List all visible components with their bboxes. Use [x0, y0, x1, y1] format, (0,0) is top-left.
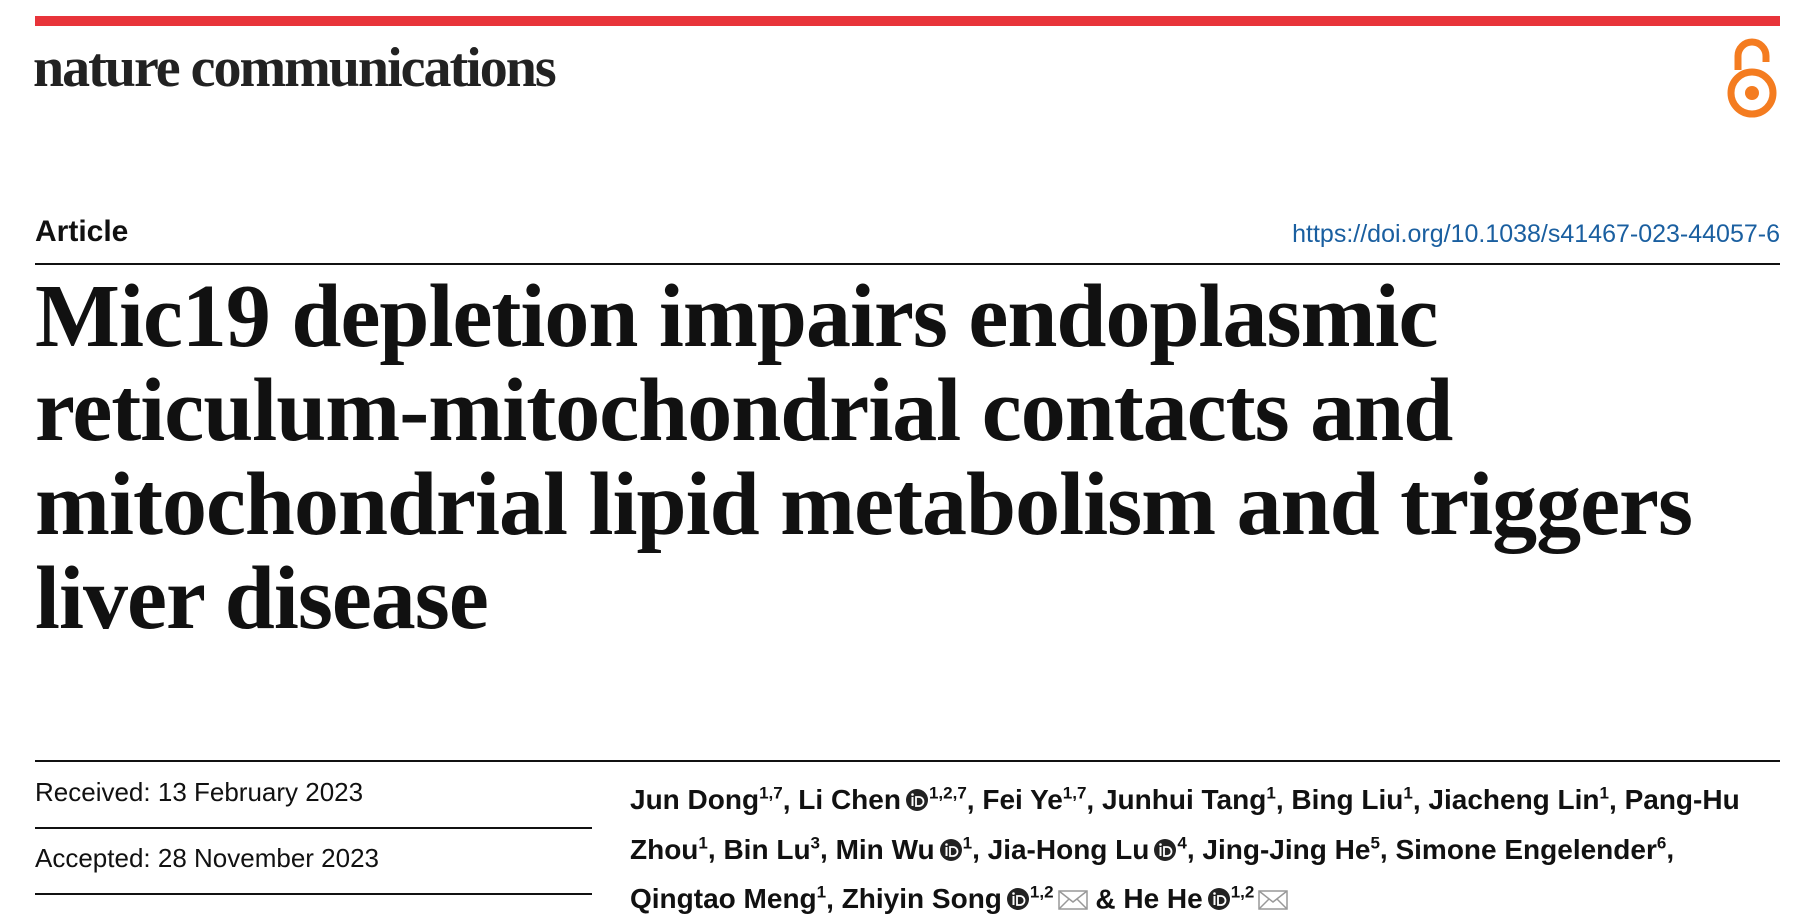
separator: , — [1666, 833, 1675, 865]
open-access-icon — [1727, 38, 1777, 118]
affiliation: 1,2 — [1029, 882, 1054, 902]
affiliation: 4 — [1177, 833, 1187, 853]
author-name: Bin Lu — [723, 833, 811, 865]
author: Jing-Jing He5 — [1202, 833, 1380, 865]
affiliation: 1 — [1266, 784, 1276, 803]
divider — [35, 893, 592, 895]
divider — [35, 263, 1780, 265]
date-label: Accepted: — [35, 843, 151, 873]
affiliation: 1,2 — [1230, 882, 1255, 902]
author: Junhui Tang1 — [1102, 784, 1276, 815]
separator: , — [1379, 833, 1388, 865]
author: Jun Dong1,7 — [630, 784, 783, 815]
affiliation: 1 — [816, 882, 827, 902]
doi-link[interactable]: https://doi.org/10.1038/s41467-023-44057… — [1292, 220, 1780, 248]
separator: , — [966, 784, 975, 816]
affiliation: 1 — [1403, 784, 1413, 803]
author-name: Jiacheng Lin — [1428, 784, 1600, 816]
date-value: 28 November 2023 — [157, 843, 380, 873]
author-name: Jia-Hong Lu — [987, 833, 1150, 865]
author-name: Jing-Jing He — [1202, 833, 1371, 865]
author: Jiacheng Lin1 — [1428, 784, 1609, 815]
orcid-icon — [1154, 838, 1177, 861]
affiliation: 1 — [962, 833, 973, 853]
author: Min Wu 1 — [835, 833, 973, 865]
separator: , — [1412, 784, 1421, 816]
author-name: Junhui Tang — [1101, 784, 1267, 816]
separator: , — [1086, 784, 1095, 816]
journal-name: nature communications — [33, 37, 557, 99]
author-name: Jun Dong — [630, 784, 760, 816]
author-name: Min Wu — [835, 833, 935, 865]
affiliation: 5 — [1370, 833, 1380, 853]
separator: , — [1275, 784, 1284, 816]
red-bar — [35, 16, 1780, 26]
separator: , — [820, 833, 828, 865]
author-name: Li Chen — [798, 784, 901, 816]
affiliation: 3 — [810, 833, 821, 853]
author: Bin Lu3 — [723, 833, 821, 865]
author-name: Simone Engelender — [1395, 833, 1657, 865]
email-icon[interactable] — [1057, 889, 1088, 911]
author: Qingtao Meng1 — [630, 883, 826, 914]
author-name: Zhiyin Song — [841, 882, 1002, 914]
article-type: Article — [35, 215, 129, 248]
affiliation: 1,7 — [1062, 784, 1087, 803]
author: Simone Engelender6 — [1395, 833, 1667, 865]
author: Jia-Hong Lu 4 — [987, 833, 1187, 865]
author: Bing Liu1 — [1291, 784, 1412, 815]
divider — [35, 760, 1780, 762]
conjunction: & — [1095, 882, 1116, 914]
separator: , — [1186, 833, 1195, 865]
orcid-icon — [1006, 887, 1029, 910]
author: Li Chen 1,2,7 — [798, 784, 966, 815]
affiliation: 1 — [698, 833, 708, 853]
affiliation: 1 — [1599, 784, 1610, 803]
author-name: Bing Liu — [1291, 784, 1404, 816]
orcid-icon — [939, 838, 962, 861]
divider — [35, 827, 592, 829]
affiliation: 1,2,7 — [928, 784, 967, 803]
orcid-icon — [905, 789, 928, 812]
author: Pang-Hu Zhou1 — [630, 784, 1740, 864]
separator: , — [707, 833, 716, 865]
date-row: Received: 13 February 2023 — [35, 777, 363, 808]
author-list: Jun Dong1,7, Li Chen 1,2,7, Fei Ye1,7, Ju… — [630, 772, 1740, 920]
date-row: Accepted: 28 November 2023 — [35, 843, 379, 874]
separator: , — [972, 833, 980, 865]
author: Zhiyin Song 1,2 — [842, 883, 1088, 914]
author-name: Fei Ye — [982, 784, 1063, 816]
separator: , — [782, 784, 791, 816]
author-name: Pang-Hu Zhou — [630, 784, 1740, 865]
date-label: Received: — [35, 777, 151, 807]
separator: , — [826, 882, 834, 914]
article-title: Mic19 depletion impairs endoplasmic reti… — [35, 267, 1693, 648]
separator: , — [1609, 784, 1617, 816]
orcid-icon — [1207, 887, 1230, 910]
affiliation: 1,7 — [759, 784, 783, 803]
author-name: Qingtao Meng — [630, 882, 817, 914]
email-icon[interactable] — [1258, 889, 1289, 911]
date-value: 13 February 2023 — [157, 777, 364, 807]
author: He He 1,2 — [1123, 882, 1289, 914]
author: Fei Ye1,7 — [982, 784, 1086, 815]
affiliation: 6 — [1656, 833, 1667, 853]
author-name: He He — [1123, 882, 1203, 914]
